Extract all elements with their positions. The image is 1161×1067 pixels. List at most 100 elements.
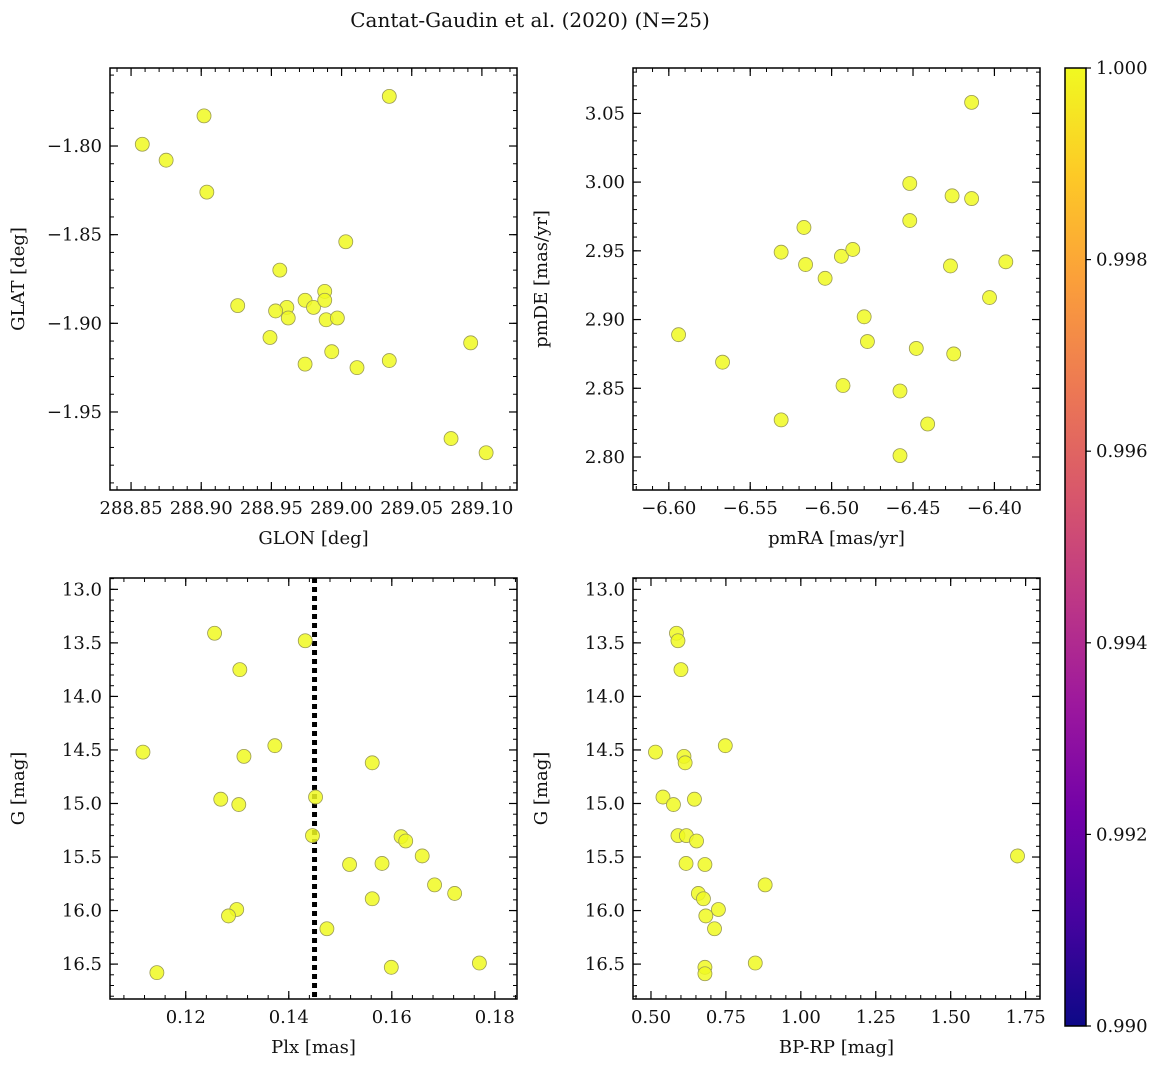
- y-tick-label: 13.0: [585, 579, 625, 600]
- data-point: [678, 856, 694, 871]
- data-point: [860, 334, 875, 349]
- colorbar: 0.990 0.992 0.994 0.996 0.998 1.000: [1064, 58, 1148, 1037]
- data-point: [297, 356, 313, 372]
- x-tick-label: −6.60: [641, 498, 696, 519]
- data-point: [478, 445, 494, 461]
- data-point: [471, 955, 487, 971]
- y-tick-label: 13.5: [585, 633, 625, 654]
- data-point: [796, 220, 812, 235]
- y-tick-label: 2.85: [585, 378, 625, 399]
- y-tick-label: 16.0: [62, 901, 102, 922]
- data-point: [773, 412, 789, 428]
- data-point: [944, 188, 960, 204]
- data-point: [349, 360, 365, 376]
- y-tick-label: −1.85: [47, 225, 102, 246]
- data-point: [648, 744, 663, 760]
- data-point: [671, 327, 686, 343]
- data-point: [902, 176, 918, 191]
- y-tick-label: 3.00: [585, 172, 625, 193]
- data-point: [414, 848, 430, 864]
- data-point: [324, 344, 340, 360]
- data-point: [817, 270, 833, 286]
- data-point: [943, 258, 958, 274]
- data-point: [149, 965, 165, 981]
- data-point: [689, 833, 704, 849]
- data-point: [666, 797, 681, 812]
- data-point: [267, 738, 283, 754]
- y-tick-label: 16.5: [585, 954, 625, 975]
- data-point: [268, 303, 284, 319]
- x-tick-label: −6.50: [804, 498, 859, 519]
- data-point: [757, 877, 773, 893]
- x-tick-label: 289.05: [380, 498, 443, 519]
- data-point: [696, 891, 711, 907]
- data-point: [892, 448, 908, 464]
- colorbar-tick-label: 0.996: [1096, 441, 1148, 462]
- data-point: [717, 738, 733, 754]
- x-tick-label: 0.50: [631, 1007, 671, 1028]
- y-tick-label: 14.5: [585, 740, 625, 761]
- data-point: [711, 902, 726, 917]
- axes-frame: [632, 67, 1041, 491]
- x-tick-label: 289.00: [310, 498, 373, 519]
- y-axis-label: G [mag]: [8, 752, 29, 825]
- data-point: [982, 290, 997, 305]
- x-tick-label: 0.12: [166, 1007, 206, 1028]
- data-point: [964, 94, 980, 110]
- data-point: [305, 828, 320, 844]
- axes-frame: [109, 67, 518, 491]
- colorbar-tick-label: 0.990: [1096, 1016, 1148, 1037]
- panel-bprp_g: 0.50 0.75 1.00 1.25 1.50 1.75 13.0 13.5 14.0 14.5…: [531, 577, 1046, 1058]
- data-point: [892, 383, 908, 399]
- x-tick-label: 0.18: [475, 1007, 515, 1028]
- y-tick-label: 2.80: [585, 447, 625, 468]
- data-point: [306, 299, 321, 315]
- panel-pm: −6.60 −6.55 −6.50 −6.45 −6.40 2.80 2.85 2.90 2.9…: [531, 67, 1041, 549]
- axes-frame: [109, 577, 518, 1000]
- data-point: [687, 791, 702, 807]
- data-point: [134, 136, 150, 152]
- data-point: [463, 335, 479, 351]
- y-tick-label: 2.90: [585, 310, 625, 331]
- data-point: [697, 857, 713, 872]
- data-point: [670, 633, 686, 649]
- data-point: [798, 257, 813, 272]
- y-axis-label: pmDE [mas/yr]: [531, 210, 552, 348]
- data-point: [1010, 848, 1025, 864]
- data-point: [329, 310, 345, 326]
- x-tick-label: 289.10: [450, 498, 513, 519]
- data-point: [697, 966, 713, 982]
- colorbar-tick-label: 0.992: [1096, 824, 1148, 845]
- data-point: [998, 254, 1014, 270]
- x-tick-label: 0.75: [706, 1007, 746, 1028]
- y-tick-label: 13.0: [62, 579, 102, 600]
- data-point: [856, 309, 872, 325]
- data-point: [747, 955, 763, 971]
- data-point: [447, 886, 463, 901]
- data-point: [297, 633, 313, 649]
- y-tick-label: −1.80: [47, 136, 102, 157]
- data-point: [427, 877, 442, 893]
- data-point: [135, 744, 151, 760]
- data-point: [230, 298, 246, 313]
- y-tick-label: 2.95: [585, 241, 625, 262]
- data-point: [342, 857, 357, 872]
- data-point: [383, 959, 399, 975]
- y-tick-label: 3.05: [585, 103, 625, 124]
- data-point: [398, 833, 414, 849]
- x-tick-label: 288.90: [170, 498, 233, 519]
- x-axis-label: pmRA [mas/yr]: [768, 528, 905, 549]
- colorbar-tick-label: 0.998: [1096, 250, 1148, 271]
- data-point: [236, 748, 252, 764]
- y-tick-label: 16.5: [62, 954, 102, 975]
- data-point: [673, 662, 689, 678]
- colorbar-bar: [1064, 67, 1087, 1027]
- data-point: [232, 662, 248, 678]
- x-tick-label: 0.16: [372, 1007, 412, 1028]
- data-point: [338, 234, 354, 250]
- data-point: [280, 310, 296, 326]
- data-point: [677, 755, 693, 771]
- data-point: [196, 108, 212, 124]
- data-point: [213, 791, 229, 807]
- data-point: [199, 184, 215, 200]
